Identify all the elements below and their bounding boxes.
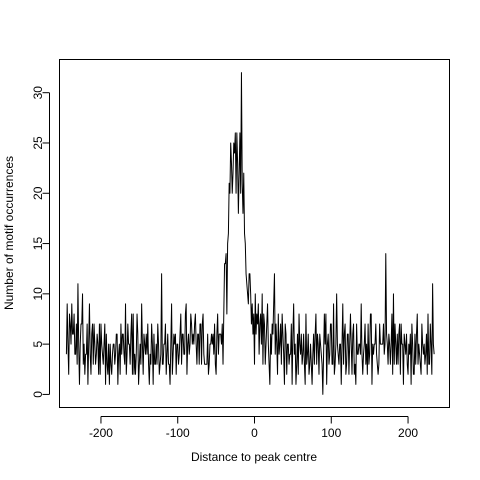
x-axis-label: Distance to peak centre bbox=[191, 450, 317, 464]
y-tick-label: 25 bbox=[31, 136, 45, 150]
x-tick-label: 200 bbox=[398, 426, 418, 440]
y-tick-label: 5 bbox=[31, 340, 45, 347]
x-tick-label: -200 bbox=[89, 426, 113, 440]
y-tick-label: 30 bbox=[31, 86, 45, 100]
series-line bbox=[65, 72, 435, 395]
plot-frame bbox=[59, 59, 450, 408]
y-tick-label: 20 bbox=[31, 186, 45, 200]
x-tick-label: 0 bbox=[251, 426, 258, 440]
x-tick-label: 100 bbox=[321, 426, 341, 440]
y-tick-label: 0 bbox=[31, 391, 45, 398]
y-tick-label: 15 bbox=[31, 237, 45, 251]
axes-group: -200 -100 0 100 200 0 5 10 15 20 25 30 bbox=[31, 86, 418, 440]
y-axis-label: Number of motif occurrences bbox=[2, 156, 16, 310]
x-tick-label: -100 bbox=[166, 426, 190, 440]
y-tick-label: 10 bbox=[31, 287, 45, 301]
